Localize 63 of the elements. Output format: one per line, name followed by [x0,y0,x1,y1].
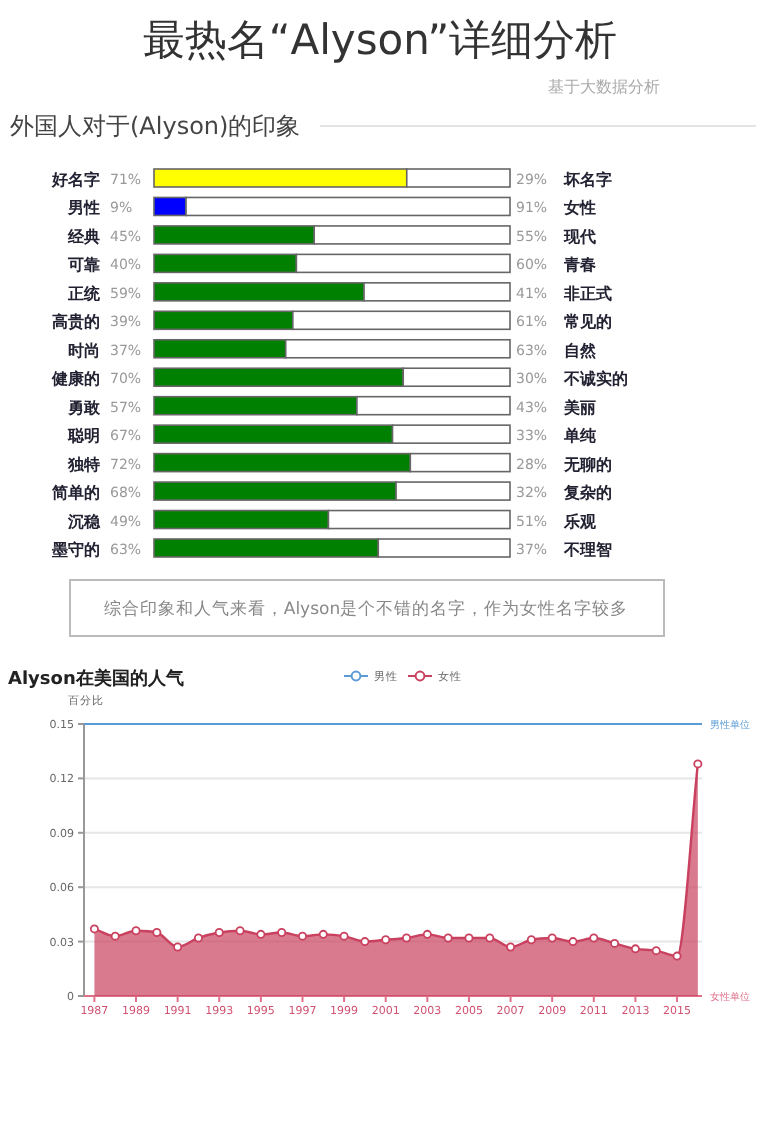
point [610,938,620,948]
chart-title: 最热名“Alyson”详细分析 [142,16,618,64]
point [152,928,162,938]
y-tick-label: 高贵的 [52,311,100,332]
point [464,933,474,943]
text: 综合印象和人气来看，Alyson是个不错的名字，作为女性名字较多 [103,598,629,620]
y2-tick-label: 自然 [564,341,598,360]
point [339,931,349,941]
y-tick-label: 健康的 [50,368,100,389]
y2-tick-label: 无聊的 [562,455,612,474]
point [318,929,328,939]
point [89,924,99,934]
point [256,929,266,939]
y-tick-label: 沉稳 [66,512,102,531]
point [526,935,536,945]
y-tick-label: 经典 [66,227,100,246]
y2-tick-label: 不诚实的 [562,368,628,389]
y2-tick-label: 坏名字 [562,169,612,189]
x-axis-title: 外国人对于(Alyson)的印象 [10,112,301,140]
point [381,935,391,945]
y-tick-label: 简单的 [50,484,100,503]
point [235,926,245,936]
y2-tick-label: 复杂的 [562,484,612,503]
y2-tick-label: 不理智 [562,541,612,559]
point [402,933,412,943]
point [443,933,453,943]
y2-tick-label: 青春 [562,256,598,275]
y-tick-label: 男性 [66,199,100,218]
point [589,933,599,943]
point [568,937,578,947]
y2-tick-label: 美丽 [562,396,596,417]
y2-tick-label: 非正式 [562,284,612,303]
chart-title: Alyson在美国的人气 [8,668,184,690]
y-tick-label: 可靠 [66,256,100,275]
point [506,942,516,952]
y-tick-label: 好名字 [50,169,100,189]
point [422,929,432,939]
point [693,759,703,769]
point [131,926,141,936]
y-tick-label: 时尚 [68,341,100,360]
y-tick-label: 墨守的 [50,539,100,559]
point [547,933,557,943]
y-tick-label: 独特 [66,455,100,474]
point [277,928,287,938]
point [110,931,120,941]
point [360,937,370,947]
point [485,933,495,943]
y-tick-label: 正统 [66,284,102,303]
point [193,933,203,943]
point [173,942,183,952]
y2-tick-label: 现代 [562,227,596,246]
y-tick-label: 勇敢 [66,398,102,417]
point [630,944,640,954]
y-tick-label: 聪明 [66,427,100,446]
point [297,931,307,941]
y2-tick-label: 常见的 [564,313,612,332]
point [651,946,661,956]
y2-tick-label: 女性 [562,199,596,218]
point [672,951,682,961]
y2-tick-label: 单纯 [562,427,596,446]
y2-tick-label: 乐观 [562,512,598,531]
point [214,928,224,938]
text: 基于大数据分析 [548,78,660,96]
